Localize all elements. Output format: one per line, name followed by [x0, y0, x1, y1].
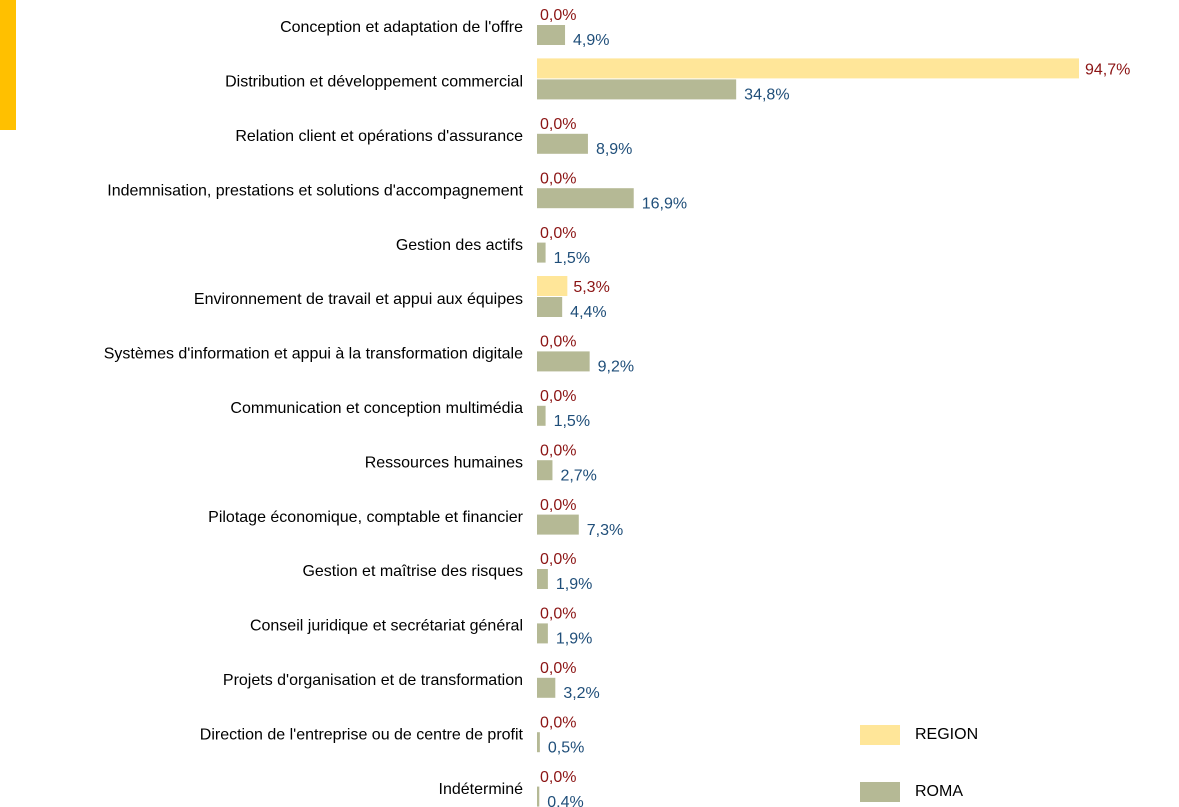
category-label: Gestion et maîtrise des risques	[302, 563, 523, 580]
bar	[537, 514, 579, 535]
legend-swatch	[860, 725, 900, 745]
category-label: Indéterminé	[439, 781, 524, 798]
value-label: 0,0%	[540, 660, 576, 677]
bar	[537, 25, 566, 45]
value-label: 9,2%	[598, 359, 634, 376]
bar	[537, 569, 548, 589]
bar	[537, 623, 548, 644]
value-label: 1,9%	[556, 631, 592, 648]
value-label: 0,0%	[540, 551, 576, 568]
value-label: 0,0%	[540, 334, 576, 351]
value-label: 7,3%	[587, 522, 623, 539]
value-label: 0,0%	[540, 116, 576, 133]
bar	[537, 351, 590, 372]
bar	[537, 276, 568, 296]
value-label: 5,3%	[573, 279, 609, 296]
bar	[537, 460, 553, 481]
value-label: 8,9%	[596, 141, 632, 158]
category-label: Environnement de travail et appui aux éq…	[194, 291, 523, 308]
legend-label: ROMA	[915, 783, 963, 800]
category-label: Gestion des actifs	[396, 237, 523, 254]
value-label: 0,0%	[540, 170, 576, 187]
category-label: Relation client et opérations d'assuranc…	[235, 128, 523, 145]
value-label: 0,0%	[540, 497, 576, 514]
category-label: Direction de l'entreprise ou de centre d…	[200, 726, 524, 743]
category-label: Indemnisation, prestations et solutions …	[107, 182, 523, 199]
value-label: 34,8%	[744, 87, 789, 104]
bar	[537, 58, 1079, 79]
bar	[537, 786, 540, 807]
value-label: 2,7%	[560, 467, 596, 484]
value-label: 1,5%	[554, 250, 590, 267]
category-label: Conseil juridique et secrétariat général	[250, 618, 523, 635]
value-label: 4,9%	[573, 32, 609, 49]
value-label: 3,2%	[563, 685, 599, 702]
value-label: 0,0%	[540, 769, 576, 786]
bar	[537, 133, 588, 154]
value-label: 1,9%	[556, 576, 592, 593]
value-label: 0,0%	[540, 442, 576, 459]
legend-swatch	[860, 782, 900, 802]
category-label: Conception et adaptation de l'offre	[280, 19, 523, 36]
value-label: 0,0%	[540, 714, 576, 731]
category-label: Systèmes d'information et appui à la tra…	[104, 346, 523, 363]
value-label: 0,0%	[540, 225, 576, 242]
value-label: 1,5%	[554, 413, 590, 430]
bar	[537, 188, 634, 209]
legend-label: REGION	[915, 726, 978, 743]
value-label: 0,0%	[540, 388, 576, 405]
category-label: Pilotage économique, comptable et financ…	[208, 509, 524, 526]
bar	[537, 732, 540, 753]
bar	[537, 405, 546, 426]
bar	[537, 79, 737, 100]
value-label: 0,0%	[540, 7, 576, 24]
value-label: 16,9%	[642, 195, 687, 212]
value-label: 0,5%	[548, 739, 584, 756]
value-label: 4,4%	[570, 304, 606, 321]
value-label: 94,7%	[1085, 62, 1130, 79]
bar	[537, 297, 563, 317]
value-label: 0,0%	[540, 606, 576, 623]
category-label: Projets d'organisation et de transformat…	[223, 672, 523, 689]
category-label: Distribution et développement commercial	[225, 74, 523, 91]
value-label: 0,4%	[547, 794, 583, 807]
category-label: Communication et conception multimédia	[230, 400, 523, 417]
accent-strip	[0, 0, 16, 130]
category-label: Ressources humaines	[365, 454, 523, 471]
bar	[537, 677, 556, 698]
bar	[537, 242, 546, 263]
